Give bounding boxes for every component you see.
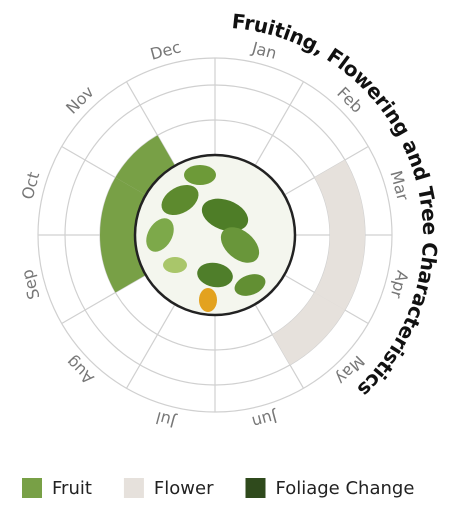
month-wedge bbox=[272, 292, 345, 365]
month-label: Jul bbox=[154, 408, 179, 432]
spoke bbox=[61, 274, 147, 325]
month-wedge bbox=[314, 235, 365, 310]
legend-swatch bbox=[22, 478, 42, 498]
month-label: Aug bbox=[62, 352, 98, 388]
month-wedge bbox=[38, 147, 85, 236]
month-label: Sep bbox=[17, 267, 43, 301]
legend-swatch bbox=[123, 478, 144, 498]
month-wedge bbox=[314, 160, 365, 235]
month-label: Nov bbox=[62, 82, 98, 118]
month-wedge bbox=[127, 365, 216, 412]
spoke bbox=[125, 303, 176, 389]
center-ring bbox=[133, 153, 297, 317]
month-wedge bbox=[100, 235, 146, 293]
month-label: Dec bbox=[148, 37, 183, 63]
month-wedge bbox=[215, 85, 290, 135]
month-wedge bbox=[140, 335, 215, 385]
month-wedge bbox=[140, 85, 215, 135]
month-label: Jan bbox=[249, 38, 279, 63]
legend-label: Foliage Change bbox=[276, 478, 415, 499]
spoke bbox=[125, 81, 176, 167]
month-wedge bbox=[127, 58, 216, 105]
month-wedge bbox=[38, 235, 85, 324]
month-label: Mar bbox=[386, 169, 412, 203]
photo bbox=[135, 155, 295, 315]
month-wedge bbox=[215, 365, 304, 412]
month-label: Oct bbox=[18, 170, 44, 202]
legend: Fruit Flower Foliage Change bbox=[22, 478, 414, 499]
month-label: Jun bbox=[250, 407, 280, 432]
month-wedge bbox=[215, 58, 304, 105]
legend-label: Flower bbox=[154, 478, 214, 499]
legend-label: Fruit bbox=[52, 478, 92, 499]
legend-swatch bbox=[245, 478, 266, 498]
month-wedge bbox=[100, 177, 146, 235]
spoke bbox=[254, 81, 305, 167]
month-wedge bbox=[115, 135, 175, 195]
marks bbox=[38, 58, 365, 412]
spoke bbox=[254, 303, 305, 389]
month-label: Apr bbox=[387, 269, 413, 301]
